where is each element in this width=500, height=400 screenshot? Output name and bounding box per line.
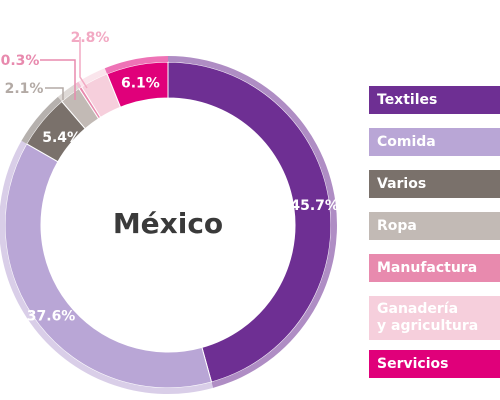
legend: Textiles Comida Varios Ropa Manufactura …: [369, 86, 500, 392]
leader-line: [79, 37, 88, 89]
legend-item-textiles: Textiles: [369, 86, 500, 114]
leader-line: [40, 59, 76, 100]
value-labels: 45.7% 37.6% 5.4% 2.1% 0.3% 2.8% 6.1%: [1, 30, 339, 325]
value-label: 2.1%: [5, 81, 44, 97]
value-label: 0.3%: [1, 53, 40, 69]
slice-outer-ring: [104, 56, 168, 74]
center-label: México: [113, 207, 223, 240]
legend-item-comida: Comida: [369, 128, 500, 156]
value-label: 45.7%: [290, 198, 339, 214]
value-label: 6.1%: [121, 76, 160, 92]
leader-line: [45, 87, 64, 100]
slice-comida: [4, 143, 213, 389]
value-label: 5.4%: [42, 130, 81, 146]
slice-servicios: [106, 61, 169, 108]
slice-outer-ring: [78, 68, 108, 87]
donut-slices: [0, 56, 338, 394]
legend-item-varios: Varios: [369, 170, 500, 198]
slice-textiles: [167, 61, 332, 383]
legend-item-ropa: Ropa: [369, 212, 500, 240]
legend-item-manufactura: Manufactura: [369, 254, 500, 282]
value-label: 2.8%: [71, 30, 110, 46]
value-label: 37.6%: [27, 309, 76, 325]
legend-item-ganaderia: Ganadería y agricultura: [369, 296, 500, 340]
slice-outer-ring: [75, 81, 82, 89]
legend-item-servicios: Servicios: [369, 350, 500, 378]
slice-outer-ring: [21, 96, 62, 144]
